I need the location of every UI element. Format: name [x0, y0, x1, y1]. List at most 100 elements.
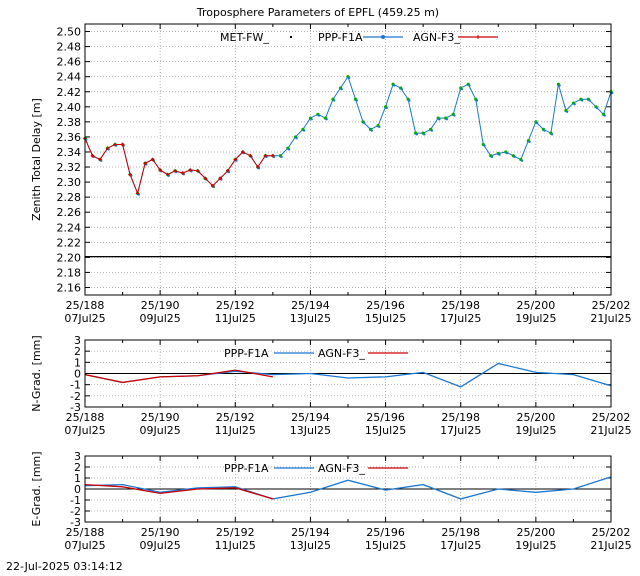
data-point	[251, 256, 253, 258]
data-point	[365, 256, 367, 258]
series-ppp-f1a	[83, 75, 614, 196]
data-point	[426, 256, 428, 258]
data-point	[291, 256, 293, 258]
data-point	[288, 256, 290, 258]
data-point	[187, 256, 189, 258]
data-point	[366, 256, 368, 258]
data-point	[534, 256, 536, 258]
data-point	[599, 256, 601, 258]
data-point	[410, 256, 412, 258]
data-point	[593, 256, 595, 258]
data-point	[418, 256, 420, 258]
data-point	[304, 256, 306, 258]
data-point	[555, 256, 557, 258]
data-point	[214, 256, 216, 258]
data-point	[97, 256, 100, 258]
data-point	[236, 256, 239, 258]
data-point	[416, 256, 418, 258]
data-point	[218, 256, 220, 258]
data-point	[525, 256, 527, 258]
timestamp: 22-Jul-2025 03:14:12	[6, 560, 123, 573]
data-point	[98, 256, 100, 258]
data-point	[565, 256, 567, 258]
data-point	[363, 121, 366, 125]
data-point	[221, 256, 224, 258]
data-point	[457, 256, 459, 258]
data-point	[94, 256, 96, 258]
data-point	[197, 256, 200, 258]
data-point	[523, 256, 525, 258]
data-point	[584, 256, 587, 258]
data-point	[511, 256, 513, 258]
data-point	[171, 256, 173, 258]
data-point	[563, 256, 566, 258]
data-point	[518, 256, 520, 258]
y-tick-label: 2.40	[57, 101, 82, 114]
data-point	[198, 256, 200, 258]
data-point	[255, 256, 257, 258]
data-point	[575, 256, 577, 258]
data-point	[383, 256, 385, 258]
data-point	[85, 256, 87, 258]
x-tick-label-date: 15Jul25	[365, 539, 406, 552]
data-point	[556, 256, 558, 258]
data-point	[370, 129, 373, 132]
x-tick-label-doy: 25/188	[66, 526, 105, 539]
data-point	[218, 176, 223, 181]
x-tick-label-date: 11Jul25	[215, 424, 256, 437]
data-point	[551, 256, 553, 258]
x-tick-label-date: 15Jul25	[365, 424, 406, 437]
data-point	[566, 256, 568, 258]
data-point	[535, 121, 539, 125]
data-point	[133, 256, 135, 258]
data-point	[252, 256, 254, 258]
data-point	[386, 256, 388, 258]
data-point	[299, 256, 301, 258]
data-point	[403, 256, 405, 258]
data-point	[157, 256, 159, 258]
data-point	[234, 256, 236, 258]
data-point	[182, 173, 186, 176]
data-point	[565, 110, 569, 113]
data-point	[483, 144, 486, 147]
data-point	[561, 256, 563, 258]
data-point	[278, 256, 280, 258]
y-tick-label: -1	[70, 379, 81, 392]
data-point	[261, 256, 263, 258]
data-point	[579, 256, 581, 258]
data-point	[594, 256, 596, 258]
data-point	[324, 256, 327, 258]
data-point	[195, 168, 200, 173]
data-point	[281, 256, 283, 258]
data-point	[453, 114, 456, 117]
y-tick-label: 2.26	[57, 206, 82, 219]
data-point	[393, 256, 395, 258]
data-point	[129, 256, 131, 258]
data-point	[372, 256, 375, 258]
data-point	[573, 256, 575, 258]
x-tick-label-date: 09Jul25	[140, 424, 181, 437]
data-point	[235, 159, 238, 162]
data-point	[350, 256, 352, 258]
data-point	[444, 256, 446, 258]
data-point	[170, 256, 172, 258]
data-point	[260, 256, 262, 258]
x-tick-label-date: 21Jul25	[590, 312, 631, 325]
data-point	[182, 256, 185, 258]
data-point	[194, 256, 196, 258]
data-point	[381, 256, 383, 258]
data-point	[354, 256, 357, 258]
data-point	[455, 256, 457, 258]
data-point	[439, 256, 442, 258]
data-point	[363, 256, 365, 258]
data-point	[577, 256, 579, 258]
data-point	[191, 256, 194, 258]
data-point	[250, 256, 252, 258]
x-tick-label-date: 17Jul25	[440, 539, 481, 552]
data-point	[177, 256, 179, 258]
data-point	[127, 256, 130, 258]
data-point	[531, 256, 533, 258]
data-point	[120, 142, 125, 147]
data-point	[428, 256, 430, 258]
data-point	[328, 256, 330, 258]
